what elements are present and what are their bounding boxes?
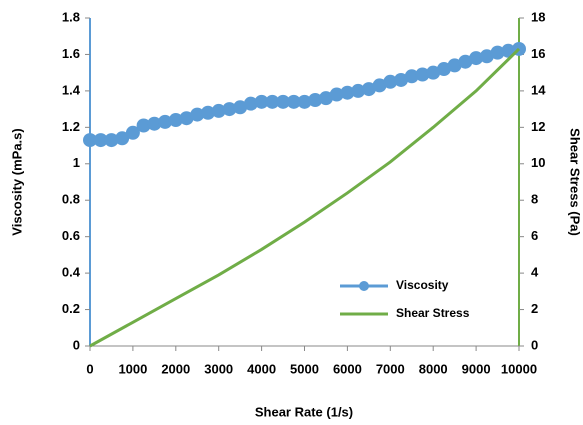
y2-tick-label: 18 — [531, 9, 545, 24]
legend-label: Shear Stress — [396, 306, 470, 320]
data-point — [318, 91, 333, 106]
x-tick-label: 5000 — [290, 361, 319, 376]
x-tick-label: 3000 — [204, 361, 233, 376]
data-point — [372, 78, 387, 93]
y2-tick-label: 10 — [531, 155, 545, 170]
y-tick-label: 0.2 — [62, 301, 80, 316]
y-tick-label: 0.8 — [62, 192, 80, 207]
data-point — [115, 131, 130, 146]
data-point — [158, 114, 173, 129]
data-point — [83, 133, 97, 148]
legend-marker — [359, 281, 369, 291]
data-point — [426, 65, 441, 80]
y2-tick-label: 2 — [531, 301, 538, 316]
data-point — [394, 72, 409, 87]
data-point — [136, 118, 151, 133]
series-line — [89, 47, 521, 348]
x-tick-label: 8000 — [419, 361, 448, 376]
data-point — [329, 87, 344, 102]
data-point — [147, 116, 162, 131]
data-point — [243, 96, 258, 111]
data-point — [361, 82, 376, 97]
data-point — [286, 94, 301, 109]
x-tick-label: 2000 — [161, 361, 190, 376]
data-point — [351, 83, 366, 98]
data-point — [447, 58, 462, 73]
y-tick-label: 0.6 — [62, 228, 80, 243]
x-axis-label: Shear Rate (1/s) — [255, 404, 353, 419]
data-point — [297, 94, 312, 109]
data-point — [168, 113, 183, 128]
data-point — [190, 107, 205, 122]
y2-tick-label: 0 — [531, 337, 538, 352]
y2-tick-label: 14 — [531, 82, 546, 97]
x-tick-label: 0 — [86, 361, 93, 376]
data-point — [276, 94, 291, 109]
legend-label: Viscosity — [396, 278, 449, 292]
data-point — [458, 54, 473, 69]
x-tick-label: 1000 — [118, 361, 147, 376]
data-point — [254, 94, 269, 109]
y-tick-label: 1 — [73, 155, 80, 170]
y-tick-label: 1.8 — [62, 9, 80, 24]
data-point — [222, 102, 237, 117]
y-axis-label: Viscosity (mPa.s) — [9, 128, 24, 235]
data-point — [233, 100, 248, 115]
y-tick-label: 0.4 — [62, 265, 81, 280]
y2-tick-label: 12 — [531, 119, 545, 134]
y-tick-label: 0 — [73, 337, 80, 352]
data-point — [490, 45, 505, 60]
data-point — [469, 51, 484, 66]
x-tick-label: 7000 — [376, 361, 405, 376]
data-point — [93, 133, 108, 148]
x-tick-label: 6000 — [333, 361, 362, 376]
data-point — [340, 85, 355, 100]
data-point — [415, 67, 430, 82]
x-tick-label: 10000 — [501, 361, 537, 376]
data-point — [265, 94, 280, 109]
y-tick-label: 1.4 — [62, 82, 81, 97]
y2-tick-label: 6 — [531, 228, 538, 243]
data-point — [179, 111, 194, 126]
data-point — [383, 74, 398, 89]
y-tick-label: 1.2 — [62, 119, 80, 134]
x-tick-label: 4000 — [247, 361, 276, 376]
y2-axis-label: Shear Stress (Pa) — [568, 128, 583, 236]
data-point — [211, 103, 226, 118]
y2-tick-label: 8 — [531, 192, 538, 207]
data-point — [125, 125, 140, 140]
data-point — [104, 133, 119, 148]
y2-tick-label: 16 — [531, 46, 545, 61]
y2-tick-label: 4 — [531, 265, 539, 280]
data-point — [200, 105, 215, 120]
y-tick-label: 1.6 — [62, 46, 80, 61]
x-tick-label: 9000 — [462, 361, 491, 376]
data-point — [436, 62, 451, 77]
data-point — [479, 49, 494, 64]
data-point — [308, 93, 323, 107]
data-point — [404, 69, 419, 84]
